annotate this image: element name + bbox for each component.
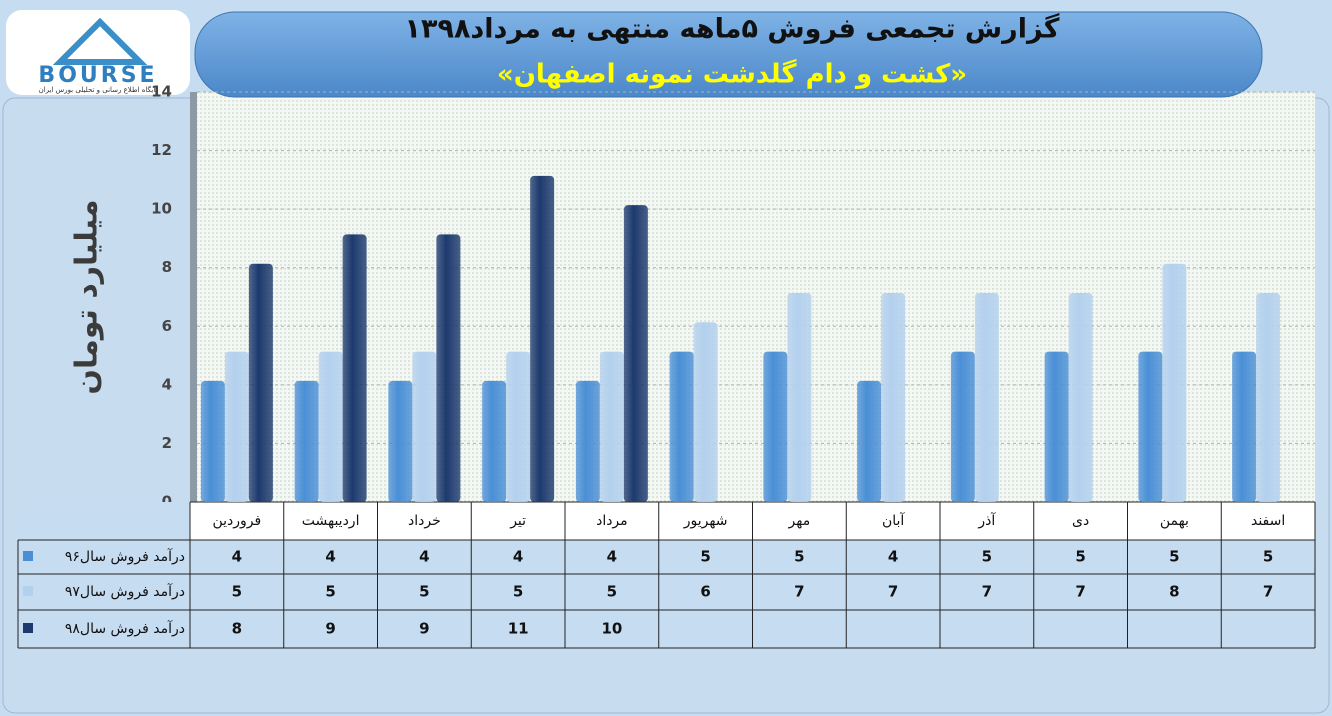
bar: [318, 351, 343, 502]
table-cell: 5: [1169, 548, 1179, 566]
legend-label: درآمد فروش سال۹۶: [65, 548, 185, 565]
bar: [693, 322, 718, 502]
logo-box: [6, 10, 190, 95]
bar: [950, 351, 975, 502]
bar: [530, 175, 555, 502]
x-tick-label: فروردین: [213, 513, 262, 529]
bar: [388, 380, 413, 502]
legend-swatch: [23, 623, 33, 633]
table-cell: 5: [513, 583, 523, 601]
legend-label: درآمد فروش سال۹۸: [65, 620, 185, 637]
table-cell: 7: [888, 583, 898, 601]
plot-wall: [190, 92, 197, 502]
bar: [342, 234, 367, 502]
bar: [248, 263, 273, 502]
y-tick-label: 14: [151, 83, 172, 101]
bar: [224, 351, 249, 502]
table-cell: 8: [232, 620, 242, 638]
bar: [482, 380, 507, 502]
table-cell: 4: [419, 548, 429, 566]
table-cell: 5: [700, 548, 710, 566]
legend-label: درآمد فروش سال۹۷: [65, 583, 185, 600]
x-tick-label: آذر: [977, 512, 996, 529]
bar: [1162, 263, 1187, 502]
table-cell: 8: [1169, 583, 1179, 601]
chart-title: گزارش تجمعی فروش ۵ماهه منتهی به مرداد۱۳۹…: [405, 13, 1060, 45]
legend-swatch: [23, 586, 33, 596]
bar: [623, 205, 648, 502]
bar: [599, 351, 624, 502]
bar: [763, 351, 788, 502]
bar: [669, 351, 694, 502]
table-cell: 4: [607, 548, 617, 566]
y-tick-label: 10: [151, 200, 172, 218]
table-cell: 5: [982, 548, 992, 566]
bar: [506, 351, 531, 502]
table-cell: 5: [1263, 548, 1273, 566]
bar: [857, 380, 882, 502]
table-cell: 4: [232, 548, 242, 566]
table-cell: 5: [794, 548, 804, 566]
bar: [1068, 293, 1093, 502]
x-tick-label: مرداد: [596, 513, 628, 529]
x-tick-label: دی: [1072, 513, 1089, 529]
y-tick-label: 6: [162, 317, 172, 335]
table-cell: 4: [888, 548, 898, 566]
legend-swatch: [23, 551, 33, 561]
bar: [575, 380, 600, 502]
plot-area: [190, 92, 1315, 502]
y-tick-label: 2: [162, 434, 172, 452]
bar: [787, 293, 812, 502]
table-cell: 4: [325, 548, 335, 566]
x-tick-label: خرداد: [408, 513, 441, 529]
logo-text: BOURSE: [38, 63, 157, 88]
table-cell: 10: [601, 620, 622, 638]
bar: [881, 293, 906, 502]
table-cell: 9: [325, 620, 335, 638]
table-cell: 9: [419, 620, 429, 638]
bar: [1138, 351, 1163, 502]
bar: [412, 351, 437, 502]
table-cell: 7: [794, 583, 804, 601]
y-tick-label: 4: [162, 375, 172, 393]
table-cell: 5: [419, 583, 429, 601]
x-tick-label: تیر: [509, 513, 526, 529]
chart-subtitle: «کشت و دام گلدشت نمونه اصفهان»: [497, 59, 967, 90]
table-cell: 7: [1263, 583, 1273, 601]
x-tick-label: بهمن: [1160, 513, 1189, 529]
bar: [974, 293, 999, 502]
table-cell: 4: [513, 548, 523, 566]
table-cell: 5: [325, 583, 335, 601]
bar: [1256, 293, 1281, 502]
x-tick-label: آبان: [882, 512, 905, 529]
table-cell: 7: [982, 583, 992, 601]
logo-icon: [52, 17, 148, 65]
y-tick-label: 12: [151, 141, 172, 159]
table-cell: 11: [508, 620, 529, 638]
logo-subtitle: پایگاه اطلاع رسانی و تحلیلی بورس ایران: [39, 85, 158, 94]
bar: [200, 380, 225, 502]
bar: [1044, 351, 1069, 502]
table-cell: 7: [1075, 583, 1085, 601]
x-tick-label: اردیبهشت: [302, 513, 360, 529]
bar: [436, 234, 461, 502]
table-cell: 6: [700, 583, 710, 601]
table-cell: 5: [232, 583, 242, 601]
table-cell: 5: [607, 583, 617, 601]
y-tick-label: 0: [162, 493, 172, 511]
bar: [294, 380, 319, 502]
bar: [1232, 351, 1257, 502]
title-banner: [194, 11, 1263, 98]
x-tick-label: شهریور: [683, 513, 728, 529]
y-axis-label: میلیارد تومان: [70, 199, 105, 394]
x-tick-label: اسفند: [1251, 513, 1285, 529]
table-cell: 5: [1075, 548, 1085, 566]
y-tick-label: 8: [162, 258, 172, 276]
x-tick-label: مهر: [788, 513, 811, 529]
